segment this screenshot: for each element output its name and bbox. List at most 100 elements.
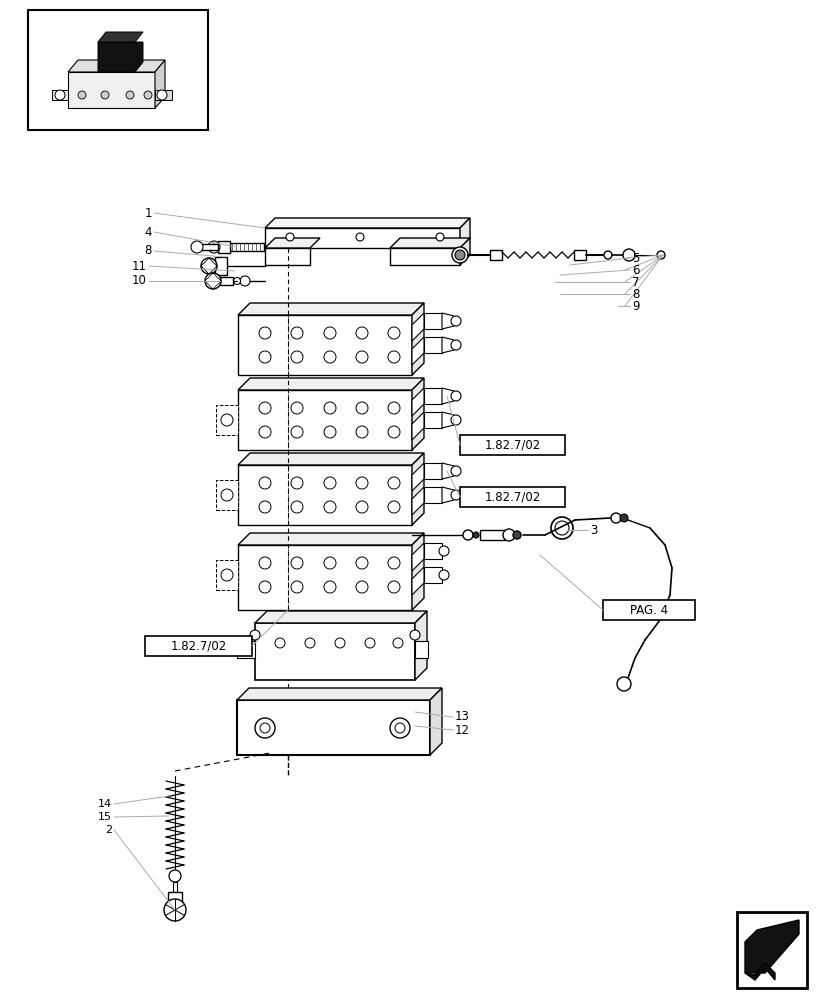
Polygon shape	[237, 545, 412, 610]
Polygon shape	[237, 378, 423, 390]
Circle shape	[388, 501, 399, 513]
Circle shape	[144, 91, 152, 99]
Circle shape	[211, 244, 217, 250]
Polygon shape	[573, 250, 586, 260]
Circle shape	[603, 251, 611, 259]
Text: 7: 7	[631, 275, 638, 288]
Polygon shape	[423, 543, 442, 559]
Polygon shape	[237, 533, 423, 545]
Circle shape	[259, 557, 270, 569]
Circle shape	[169, 870, 181, 882]
Circle shape	[290, 477, 303, 489]
Polygon shape	[255, 611, 427, 623]
Text: 13: 13	[455, 710, 469, 723]
Circle shape	[290, 501, 303, 513]
Polygon shape	[155, 60, 165, 108]
Circle shape	[390, 718, 409, 738]
Polygon shape	[412, 567, 423, 595]
Circle shape	[656, 251, 664, 259]
Circle shape	[323, 477, 336, 489]
Circle shape	[221, 489, 232, 501]
Circle shape	[290, 327, 303, 339]
Bar	[28, 10, 208, 130]
Circle shape	[356, 402, 367, 414]
Text: 15: 15	[98, 812, 112, 822]
Polygon shape	[460, 238, 470, 265]
Bar	[216, 405, 237, 435]
Circle shape	[451, 466, 461, 476]
Circle shape	[101, 91, 109, 99]
Circle shape	[451, 340, 461, 350]
Polygon shape	[412, 453, 423, 525]
Polygon shape	[414, 641, 428, 658]
Polygon shape	[220, 277, 232, 285]
Polygon shape	[237, 303, 423, 315]
Polygon shape	[412, 303, 423, 375]
Bar	[216, 480, 237, 510]
Circle shape	[388, 426, 399, 438]
Circle shape	[259, 426, 270, 438]
Text: 12: 12	[455, 723, 470, 736]
Circle shape	[304, 638, 314, 648]
Circle shape	[610, 513, 620, 523]
Circle shape	[455, 250, 465, 260]
Polygon shape	[230, 243, 264, 251]
Circle shape	[323, 402, 336, 414]
Polygon shape	[423, 412, 442, 428]
Circle shape	[388, 557, 399, 569]
Circle shape	[451, 391, 461, 401]
Polygon shape	[442, 463, 453, 479]
Circle shape	[164, 899, 186, 921]
Circle shape	[259, 351, 270, 363]
Circle shape	[619, 514, 627, 522]
Polygon shape	[265, 248, 309, 265]
Circle shape	[550, 517, 572, 539]
Text: 5: 5	[631, 251, 638, 264]
Polygon shape	[412, 487, 423, 515]
Circle shape	[335, 638, 345, 648]
Circle shape	[259, 327, 270, 339]
Polygon shape	[68, 60, 165, 72]
Circle shape	[275, 638, 284, 648]
Circle shape	[323, 426, 336, 438]
Circle shape	[323, 327, 336, 339]
Circle shape	[290, 402, 303, 414]
Circle shape	[290, 426, 303, 438]
Circle shape	[472, 532, 479, 538]
Text: 2: 2	[105, 825, 112, 835]
Polygon shape	[442, 412, 453, 428]
Circle shape	[259, 402, 270, 414]
Circle shape	[259, 581, 270, 593]
Polygon shape	[490, 250, 501, 260]
Polygon shape	[237, 453, 423, 465]
Text: 8: 8	[631, 288, 638, 300]
Polygon shape	[442, 313, 453, 329]
Polygon shape	[412, 337, 423, 365]
Circle shape	[126, 91, 134, 99]
Circle shape	[365, 638, 375, 648]
Polygon shape	[423, 487, 442, 503]
Circle shape	[285, 233, 294, 241]
Polygon shape	[237, 465, 412, 525]
Circle shape	[78, 91, 86, 99]
Circle shape	[356, 426, 367, 438]
Polygon shape	[423, 463, 442, 479]
Circle shape	[356, 327, 367, 339]
Circle shape	[388, 327, 399, 339]
Circle shape	[409, 630, 419, 640]
Polygon shape	[98, 32, 143, 42]
Circle shape	[259, 477, 270, 489]
Polygon shape	[237, 688, 442, 700]
Polygon shape	[98, 42, 143, 72]
Circle shape	[240, 276, 250, 286]
Polygon shape	[442, 388, 453, 404]
Text: PAG. 4: PAG. 4	[629, 603, 667, 616]
Bar	[736, 912, 806, 988]
Circle shape	[356, 501, 367, 513]
Polygon shape	[155, 90, 172, 100]
Circle shape	[55, 90, 65, 100]
Bar	[460, 487, 564, 507]
Text: 3: 3	[590, 524, 596, 536]
Circle shape	[323, 557, 336, 569]
Bar	[145, 636, 251, 656]
